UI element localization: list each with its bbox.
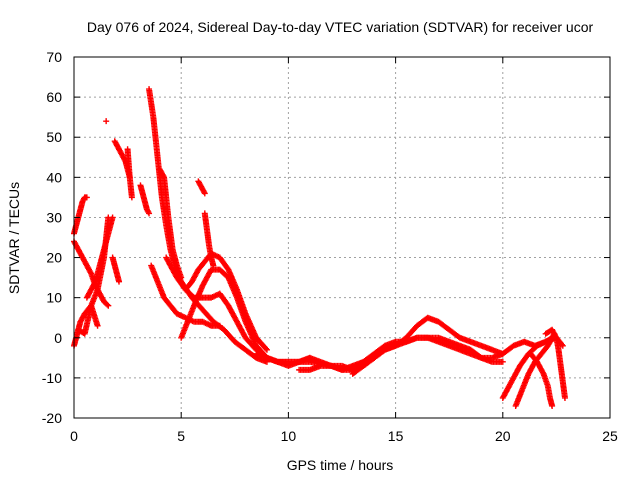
y-tick-label: -10 [42,370,62,386]
y-tick-label: 10 [46,290,62,306]
series-track-x [527,350,556,409]
series-track-f [103,118,110,125]
tick-labels: 0 5 10 15 20 25 -20 -10 0 10 20 30 40 50 60 70 [42,49,618,444]
x-tick-label: 15 [388,428,404,444]
x-tick-label: 10 [281,428,297,444]
data-point [109,214,116,221]
series-track-j [137,182,153,217]
data-point [104,301,111,308]
data-point [83,194,90,201]
series-track-m [156,166,185,281]
series-track-y [542,326,568,401]
series-track-v [499,334,556,401]
data-point [263,346,270,353]
data-point [216,322,223,329]
y-tick-label: 40 [46,169,62,185]
y-tick-label: -20 [42,410,62,426]
x-tick-label: 20 [495,428,511,444]
series-track-i [124,146,135,201]
y-tick-label: 60 [46,89,62,105]
series-track-u [349,334,506,377]
data-point [201,190,208,197]
data-point [94,322,101,329]
y-tick-label: 50 [46,129,62,145]
data-point [146,210,153,217]
grid-lines [74,57,610,418]
x-tick-label: 0 [70,428,78,444]
x-tick-label: 25 [602,428,618,444]
axis-ticks [73,56,611,419]
data-points [71,86,568,409]
series-track-b [71,194,90,237]
data-point [559,342,566,349]
data-point [128,194,135,201]
plot-frame [73,56,611,419]
x-axis-label: GPS time / hours [287,457,394,473]
data-point [105,302,112,309]
data-point [262,345,269,352]
y-axis-label: SDTVAR / TECUs [6,182,22,294]
data-point [116,278,123,285]
series-track-g [109,254,123,285]
data-point [561,394,568,401]
y-tick-label: 20 [46,250,62,266]
data-point [210,262,217,269]
data-point [499,358,506,365]
series-track-r [201,210,217,269]
data-point [549,402,556,409]
y-tick-label: 70 [46,49,62,65]
series-track-e [83,214,116,301]
x-tick-label: 5 [177,428,185,444]
data-point [103,118,110,125]
chart-title: Day 076 of 2024, Sidereal Day-to-day VTE… [87,19,594,35]
y-tick-label: 0 [54,330,62,346]
series-track-s [253,314,506,373]
y-tick-label: 30 [46,209,62,225]
series-track-q [195,178,208,197]
